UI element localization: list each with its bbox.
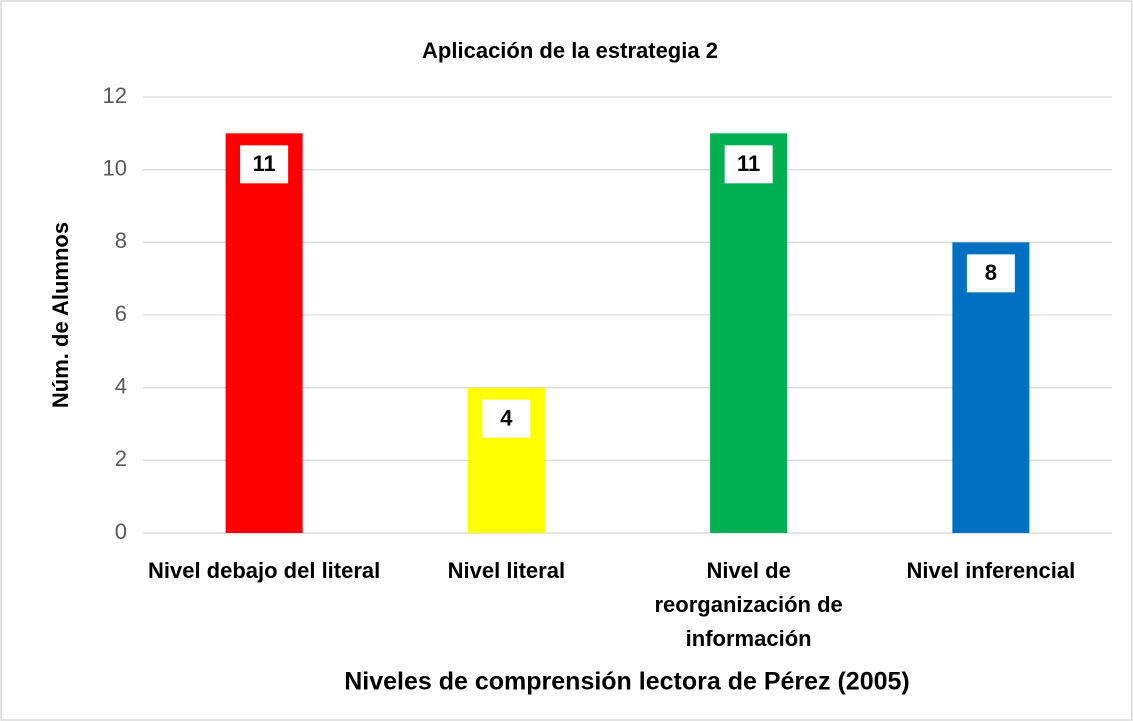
data-label-box (966, 254, 1015, 293)
x-axis-title: Niveles de comprensión lectora de Pérez … (344, 668, 910, 696)
data-label-box (724, 145, 773, 184)
data-label: 8 (985, 260, 997, 285)
y-tick-label: 0 (115, 519, 127, 544)
x-tick-label: Nivel debajo del literal (148, 558, 380, 583)
data-label: 4 (500, 405, 513, 430)
data-label: 11 (252, 151, 275, 176)
x-tick-label: Nivel inferencial (907, 558, 1076, 583)
data-label-box (482, 399, 531, 438)
y-tick-label: 6 (115, 301, 127, 326)
x-tick-label: Nivel literal (448, 558, 565, 583)
y-tick-label: 12 (103, 83, 127, 108)
y-tick-label: 8 (115, 228, 127, 253)
y-tick-label: 10 (103, 155, 127, 180)
data-label-box (240, 145, 289, 184)
data-label: 11 (737, 151, 760, 176)
x-tick-label: Nivel de reorganización de información (654, 558, 842, 651)
y-axis-title: Núm. de Alumnos (48, 222, 73, 408)
y-tick-label: 4 (115, 373, 127, 398)
y-tick-label: 2 (115, 446, 127, 471)
bar (710, 133, 788, 534)
chart-title: Aplicación de la estrategia 2 (422, 38, 718, 63)
bar (225, 133, 303, 534)
